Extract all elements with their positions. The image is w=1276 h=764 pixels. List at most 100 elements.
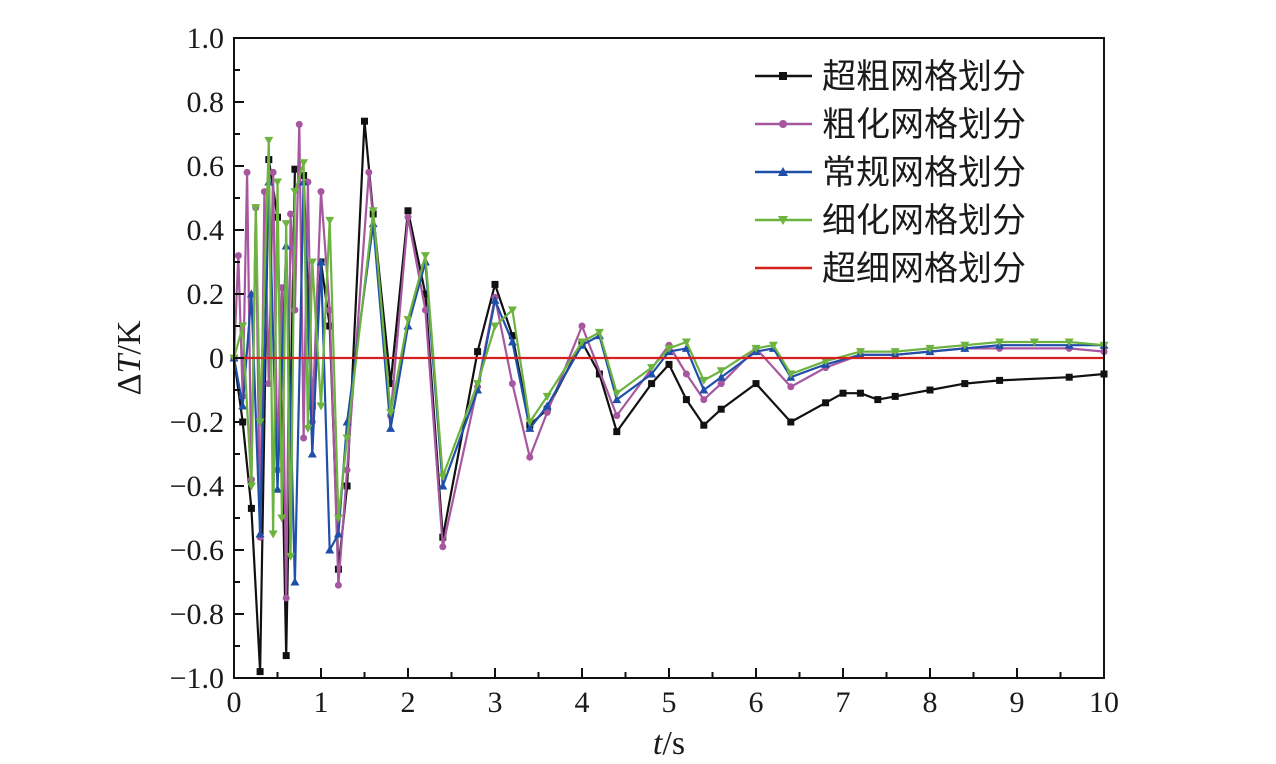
y-axis-title-var: T — [111, 353, 148, 374]
legend-label: 常规网格划分 — [822, 153, 1026, 193]
data-point-square — [508, 332, 516, 340]
data-point-triangle-down — [368, 207, 378, 216]
data-point-triangle-down — [1064, 338, 1074, 347]
data-point-triangle-down — [594, 328, 604, 337]
data-point-square — [343, 482, 351, 490]
data-point-square — [717, 405, 725, 413]
data-point-triangle-down — [647, 364, 657, 373]
data-point-circle — [717, 380, 725, 388]
data-point-circle — [439, 543, 447, 551]
ticks-layer: 0 1 2 3 4 5 6 7 8 9 10 −1.0 −0.8 −0.6 −0.4 −0.2 0 0.2 0.4 0… — [170, 22, 1119, 719]
data-point-triangle-down — [778, 216, 788, 225]
data-point-square — [779, 72, 787, 80]
data-point-circle — [578, 322, 586, 330]
data-point-triangle-down — [507, 306, 517, 315]
y-tick-label: −0.2 — [170, 406, 224, 439]
y-axis-title-unit: /K — [111, 320, 148, 354]
legend-label: 超细网格划分 — [822, 249, 1026, 289]
data-point-square — [1065, 373, 1073, 381]
data-point-square — [282, 652, 290, 660]
data-point-square — [996, 376, 1004, 384]
data-point-triangle-down — [264, 136, 274, 145]
data-point-triangle-up — [507, 337, 517, 346]
data-point-triangle-up — [316, 257, 326, 266]
data-point-triangle-down — [246, 482, 256, 491]
data-point-triangle-up — [273, 484, 282, 493]
data-point-triangle-down — [386, 408, 396, 417]
data-point-circle — [334, 581, 342, 589]
data-point-triangle-down — [303, 424, 313, 433]
data-point-square — [387, 380, 395, 388]
y-tick-label: 0.2 — [187, 278, 225, 311]
data-point-square — [665, 360, 673, 368]
x-tick-label: 5 — [662, 686, 677, 719]
data-point-square — [361, 117, 368, 125]
data-point-square — [752, 380, 760, 388]
data-point-circle — [787, 383, 795, 391]
data-point-circle — [779, 120, 787, 128]
x-axis-title-var: t — [653, 725, 664, 762]
data-point-triangle-up — [438, 481, 448, 490]
data-point-square — [700, 421, 708, 429]
data-point-triangle-down — [277, 514, 287, 523]
data-point-circle — [613, 412, 621, 420]
x-tick-label: 1 — [314, 686, 329, 719]
data-point-circle — [287, 210, 295, 218]
data-point-square — [595, 370, 603, 378]
data-point-triangle-down — [316, 402, 326, 411]
data-point-circle — [234, 252, 242, 260]
data-point-triangle-down — [268, 530, 278, 539]
y-tick-label: −1.0 — [170, 662, 224, 695]
data-point-triangle-up — [386, 423, 396, 432]
y-axis-title: ΔT/K — [111, 320, 148, 395]
data-point-triangle-down — [577, 338, 587, 347]
data-point-square — [491, 280, 499, 288]
data-point-triangle-down — [333, 514, 343, 523]
data-point-triangle-down — [307, 258, 317, 267]
data-point-triangle-down — [281, 220, 291, 229]
data-point-triangle-down — [473, 380, 483, 389]
data-point-triangle-down — [699, 376, 709, 385]
data-point-circle — [682, 370, 690, 378]
data-point-triangle-down — [768, 341, 778, 350]
data-point-circle — [526, 453, 534, 461]
data-point-triangle-down — [925, 344, 935, 353]
data-point-square — [839, 389, 847, 397]
data-point-triangle-down — [273, 178, 282, 187]
data-point-triangle-up — [525, 423, 535, 432]
data-point-triangle-down — [251, 204, 261, 213]
data-point-triangle-up — [778, 167, 788, 176]
data-point-triangle-up — [681, 343, 691, 352]
data-point-triangle-down — [890, 348, 900, 357]
x-tick-label: 3 — [488, 686, 503, 719]
data-point-square — [961, 380, 969, 388]
data-point-circle — [508, 380, 516, 388]
data-point-triangle-up — [325, 545, 335, 554]
data-point-triangle-down — [821, 357, 831, 366]
data-point-triangle-down — [995, 338, 1005, 347]
data-point-triangle-down — [325, 216, 335, 225]
legend-item: 常规网格划分 — [755, 153, 1026, 193]
data-point-triangle-down — [855, 348, 865, 357]
data-point-circle — [700, 396, 708, 404]
data-point-triangle-down — [342, 434, 352, 443]
x-tick-label: 8 — [923, 686, 938, 719]
x-tick-label: 4 — [575, 686, 590, 719]
data-point-triangle-up — [612, 395, 622, 404]
data-point-square — [787, 418, 795, 426]
data-point-triangle-up — [290, 577, 300, 586]
data-point-square — [682, 396, 690, 404]
legend-item: 超细网格划分 — [755, 249, 1026, 289]
data-point-square — [648, 380, 656, 388]
data-point-square — [856, 389, 864, 397]
data-point-square — [247, 504, 255, 512]
data-point-circle — [343, 466, 351, 474]
legend-item: 细化网格划分 — [755, 201, 1026, 241]
data-point-triangle-down — [286, 552, 296, 561]
data-point-circle — [269, 168, 277, 176]
legend-item: 粗化网格划分 — [755, 105, 1026, 145]
legend-label: 超粗网格划分 — [822, 57, 1026, 97]
data-point-triangle-down — [290, 188, 300, 197]
